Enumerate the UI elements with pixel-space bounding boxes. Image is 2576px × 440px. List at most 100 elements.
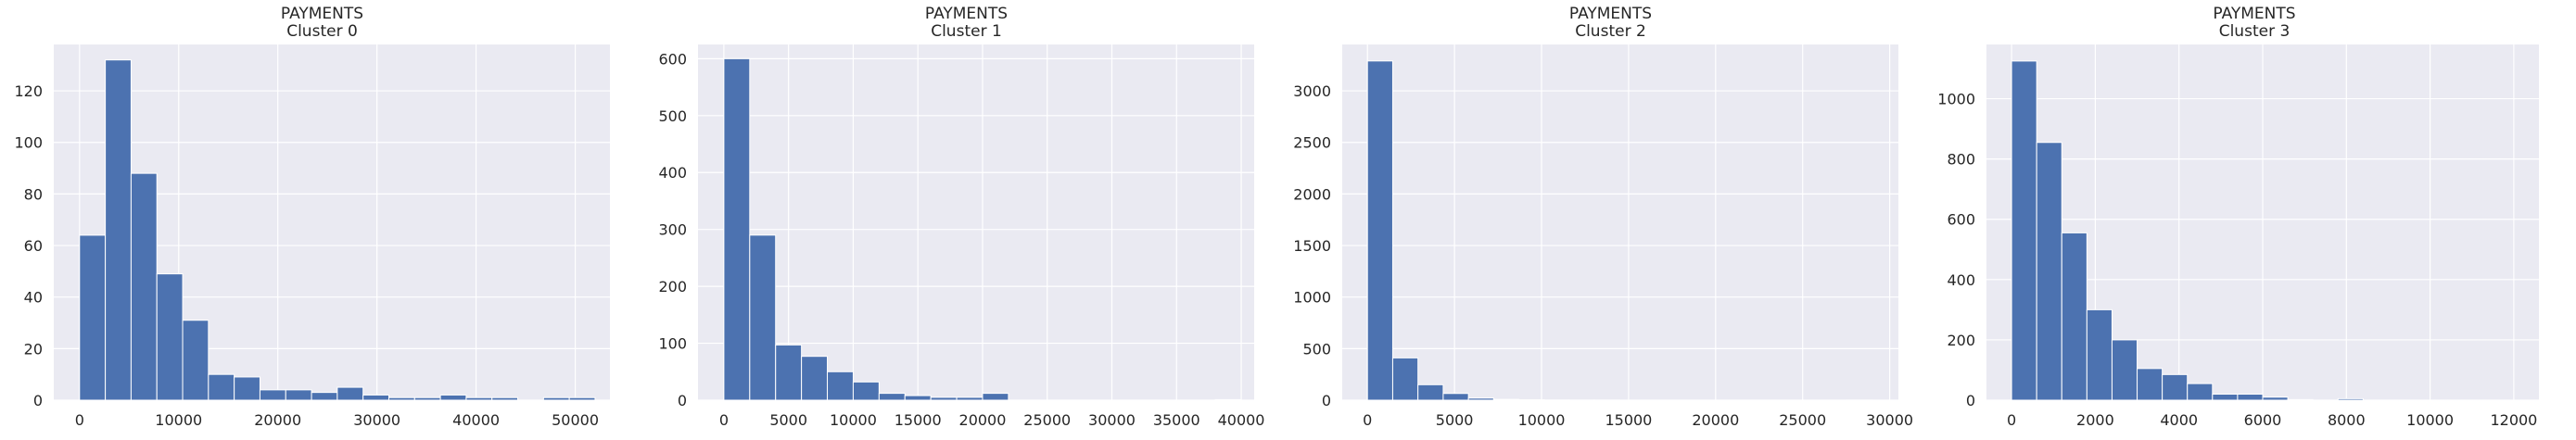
y-tick-label: 1000 — [1293, 289, 1331, 307]
x-tick-label: 25000 — [1023, 411, 1071, 429]
y-tick-label: 0 — [678, 392, 687, 409]
histogram-bar — [1518, 399, 1545, 401]
x-tick-label: 0 — [75, 411, 84, 429]
title-line-1: PAYMENTS — [2213, 5, 2296, 23]
x-tick-label: 0 — [1363, 411, 1372, 429]
histogram-bar — [2011, 60, 2037, 401]
plot-background — [698, 44, 1254, 400]
y-tick-label: 300 — [658, 221, 687, 239]
x-tick-label: 50000 — [552, 411, 599, 429]
histogram-bar — [723, 57, 751, 401]
title-line-2: Cluster 3 — [2218, 22, 2290, 41]
x-tick-label: 0 — [719, 411, 729, 429]
y-tick-label: 60 — [24, 237, 43, 255]
y-tick-label: 200 — [1947, 332, 1975, 349]
x-tick-label: 10000 — [830, 411, 877, 429]
x-tick-label: 20000 — [959, 411, 1007, 429]
title-line-2: Cluster 1 — [931, 22, 1002, 41]
plot-background — [1342, 44, 1898, 400]
histogram-panel-cluster-1: PAYMENTS Cluster 1 0 5000 10000 15000 20000 25… — [644, 0, 1288, 440]
panel-title: PAYMENTS Cluster 3 — [1933, 6, 2576, 41]
panel-title: PAYMENTS Cluster 2 — [1288, 6, 1933, 41]
y-tick-label: 0 — [1322, 392, 1331, 409]
x-tick-label: 4000 — [2160, 411, 2198, 429]
histogram-bar — [2262, 396, 2289, 401]
x-tick-label: 0 — [2007, 411, 2016, 429]
y-tick-label: 600 — [1947, 211, 1975, 229]
histogram-bar — [1568, 399, 1595, 402]
histogram-bar — [336, 386, 364, 401]
x-tick-label: 2000 — [2076, 411, 2114, 429]
histogram-bar — [2111, 339, 2138, 401]
histogram-bar — [362, 394, 389, 401]
y-tick-label: 1500 — [1293, 237, 1331, 255]
y-tick-label: 120 — [14, 82, 43, 100]
y-tick-label: 600 — [658, 50, 687, 68]
histogram-bar — [105, 59, 132, 401]
x-tick-label: 6000 — [2244, 411, 2282, 429]
histogram-bar — [1593, 399, 1621, 402]
x-tick-label: 20000 — [254, 411, 301, 429]
y-tick-label: 2500 — [1293, 134, 1331, 152]
y-tick-label: 20 — [24, 340, 43, 358]
title-line-1: PAYMENTS — [280, 5, 364, 23]
histogram-plot: 0 10000 20000 30000 40000 50000 0 20 40 60 80 100 12… — [14, 44, 610, 429]
y-tick-label: 500 — [658, 107, 687, 125]
x-tick-label: 10000 — [155, 411, 202, 429]
x-tick-label: 5000 — [1436, 411, 1474, 429]
y-tick-label: 400 — [658, 164, 687, 182]
histogram-bar — [827, 371, 854, 401]
histogram-bar — [79, 234, 107, 401]
histogram-bar — [568, 396, 596, 401]
x-tick-label: 20000 — [1692, 411, 1739, 429]
histogram-bar — [130, 172, 158, 401]
histogram-panel-cluster-0: PAYMENTS Cluster 0 0 10000 20000 30000 40000 5… — [0, 0, 644, 440]
histogram-bar — [801, 356, 829, 401]
histogram-bar — [2137, 368, 2164, 401]
histogram-bar — [1214, 398, 1242, 401]
x-tick-label: 35000 — [1153, 411, 1200, 429]
histogram-bar — [413, 396, 441, 401]
x-tick-label: 30000 — [1088, 411, 1136, 429]
histogram-bar — [1467, 397, 1494, 401]
x-tick-label: 30000 — [353, 411, 400, 429]
x-tick-label: 10000 — [2406, 411, 2454, 429]
x-tick-label: 30000 — [1866, 411, 1913, 429]
y-tick-label: 100 — [658, 335, 687, 353]
histogram-bar — [1366, 60, 1393, 401]
histogram-bar — [234, 376, 260, 401]
x-tick-label: 40000 — [1218, 411, 1265, 429]
histogram-bar — [2162, 373, 2189, 401]
y-tick-label: 0 — [1966, 392, 1975, 409]
y-tick-label: 1000 — [1937, 91, 1975, 108]
histogram-bar — [1391, 357, 1419, 401]
x-tick-label: 25000 — [1779, 411, 1826, 429]
histogram-bar — [1417, 383, 1444, 401]
histogram-bar — [439, 394, 467, 401]
y-tick-label: 500 — [1302, 340, 1331, 358]
y-tick-label: 80 — [24, 185, 43, 203]
x-tick-label: 40000 — [452, 411, 500, 429]
y-tick-label: 200 — [658, 278, 687, 295]
histogram-bar — [2337, 397, 2364, 401]
histogram-bar — [208, 373, 235, 401]
y-tick-label: 100 — [14, 134, 43, 152]
title-line-2: Cluster 0 — [286, 22, 358, 41]
x-tick-label: 15000 — [895, 411, 942, 429]
x-tick-label: 12000 — [2490, 411, 2537, 429]
y-tick-label: 0 — [33, 392, 43, 409]
panel-title: PAYMENTS Cluster 1 — [644, 6, 1288, 41]
histogram-bar — [2287, 398, 2314, 401]
histogram-bar — [982, 393, 1009, 401]
histogram-panel-cluster-2: PAYMENTS Cluster 2 0 5000 10000 15000 20000 25… — [1288, 0, 1933, 440]
histogram-plot: 0 2000 4000 6000 8000 10000 12000 0 200 400 600 800… — [1937, 44, 2539, 429]
histogram-plot: 0 5000 10000 15000 20000 25000 30000 0 500 1000 15… — [1293, 44, 1913, 429]
histogram-bar — [1442, 393, 1469, 401]
histogram-bar — [465, 396, 493, 401]
histogram-bar — [956, 396, 983, 401]
histogram-bar — [904, 395, 932, 401]
y-tick-label: 400 — [1947, 271, 1975, 289]
title-line-2: Cluster 2 — [1575, 22, 1646, 41]
x-tick-label: 5000 — [769, 411, 807, 429]
